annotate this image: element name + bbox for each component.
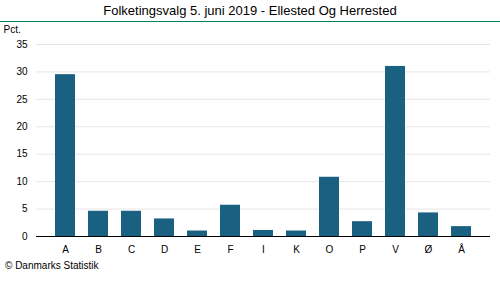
svg-text:C: C: [128, 244, 135, 255]
svg-text:I: I: [262, 244, 265, 255]
svg-text:10: 10: [16, 176, 28, 187]
svg-text:D: D: [161, 244, 168, 255]
svg-text:35: 35: [16, 39, 28, 50]
svg-text:Pct.: Pct.: [4, 24, 21, 35]
svg-text:K: K: [293, 244, 300, 255]
svg-text:Å: Å: [458, 243, 465, 255]
svg-text:20: 20: [16, 121, 28, 132]
svg-text:O: O: [326, 244, 334, 255]
svg-text:30: 30: [16, 66, 28, 77]
svg-text:5: 5: [22, 203, 28, 214]
html-text:© Danmarks Statistik: © Danmarks Statistik: [5, 260, 99, 271]
svg-text:P: P: [359, 244, 366, 255]
svg-text:V: V: [392, 244, 399, 255]
svg-text:25: 25: [16, 94, 28, 105]
svg-text:0: 0: [22, 231, 28, 242]
svg-text:Ø: Ø: [425, 244, 433, 255]
svg-text:F: F: [227, 244, 233, 255]
svg-text:B: B: [95, 244, 102, 255]
html-text:Folketingsvalg 5. juni 2019 -: Folketingsvalg 5. juni 2019 - Ellested O…: [103, 3, 397, 18]
svg-text:A: A: [62, 244, 69, 255]
svg-text:15: 15: [16, 148, 28, 159]
svg-text:E: E: [194, 244, 201, 255]
